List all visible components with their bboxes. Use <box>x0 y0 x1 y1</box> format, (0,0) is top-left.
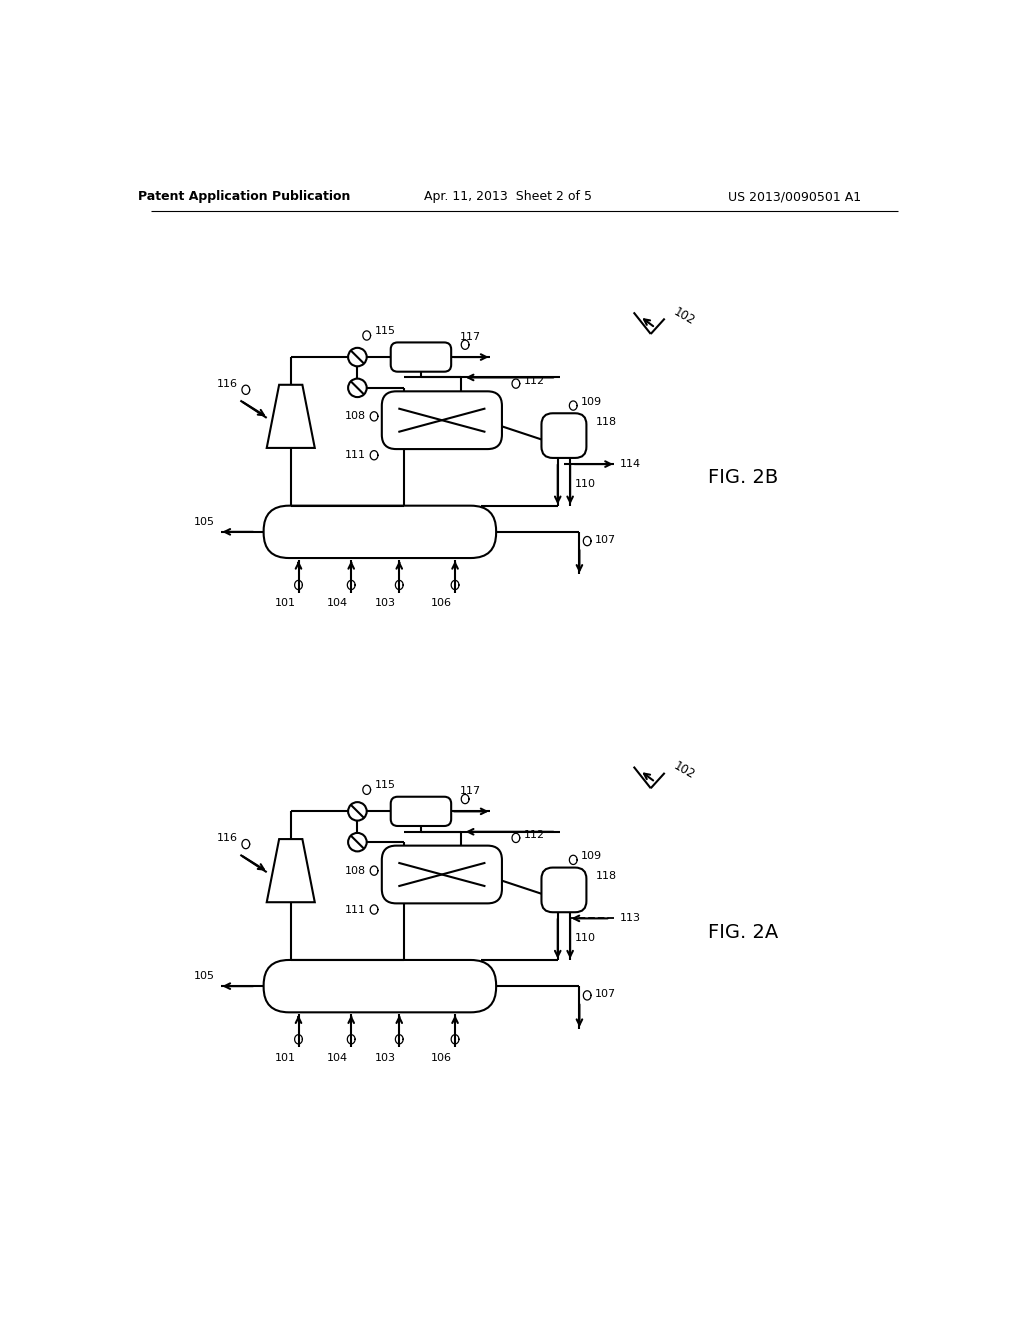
Text: 115: 115 <box>375 780 395 791</box>
Text: 104: 104 <box>327 598 348 609</box>
Text: 102: 102 <box>671 759 696 781</box>
Text: Apr. 11, 2013  Sheet 2 of 5: Apr. 11, 2013 Sheet 2 of 5 <box>424 190 592 203</box>
Text: 110: 110 <box>574 933 596 944</box>
Text: 107: 107 <box>595 535 616 545</box>
FancyBboxPatch shape <box>542 413 587 458</box>
Text: 115: 115 <box>375 326 395 335</box>
Circle shape <box>348 379 367 397</box>
Text: 108: 108 <box>345 866 367 875</box>
FancyBboxPatch shape <box>263 960 496 1012</box>
Text: 114: 114 <box>620 459 641 469</box>
Text: 116: 116 <box>217 379 238 388</box>
FancyBboxPatch shape <box>382 391 502 449</box>
FancyBboxPatch shape <box>391 797 452 826</box>
Text: 111: 111 <box>345 450 367 461</box>
FancyBboxPatch shape <box>542 867 587 912</box>
Circle shape <box>348 348 367 367</box>
Polygon shape <box>266 840 314 903</box>
Text: 107: 107 <box>595 989 616 999</box>
FancyBboxPatch shape <box>263 506 496 558</box>
Text: 111: 111 <box>345 904 367 915</box>
Text: 106: 106 <box>431 598 452 609</box>
FancyBboxPatch shape <box>382 846 502 903</box>
Text: 112: 112 <box>523 376 545 385</box>
Text: 118: 118 <box>596 417 616 426</box>
Text: 106: 106 <box>431 1053 452 1063</box>
Text: 101: 101 <box>274 1053 295 1063</box>
Circle shape <box>348 833 367 851</box>
Text: 116: 116 <box>217 833 238 843</box>
Text: 101: 101 <box>274 598 295 609</box>
Circle shape <box>348 803 367 821</box>
Text: FIG. 2B: FIG. 2B <box>708 469 778 487</box>
Polygon shape <box>266 385 314 447</box>
Text: 112: 112 <box>523 830 545 840</box>
Text: 102: 102 <box>671 305 696 327</box>
Text: 103: 103 <box>375 1053 396 1063</box>
Text: 104: 104 <box>327 1053 348 1063</box>
Text: 109: 109 <box>581 851 602 861</box>
Text: US 2013/0090501 A1: US 2013/0090501 A1 <box>728 190 861 203</box>
Text: Patent Application Publication: Patent Application Publication <box>138 190 350 203</box>
Text: 117: 117 <box>460 787 481 796</box>
Text: FIG. 2A: FIG. 2A <box>708 923 778 941</box>
Text: 103: 103 <box>375 598 396 609</box>
Text: 113: 113 <box>620 913 641 924</box>
Text: 117: 117 <box>460 333 481 342</box>
Text: 105: 105 <box>194 972 215 981</box>
Text: 118: 118 <box>596 871 616 880</box>
Text: 105: 105 <box>194 517 215 527</box>
Text: 108: 108 <box>345 412 367 421</box>
FancyBboxPatch shape <box>391 342 452 372</box>
Text: 110: 110 <box>574 479 596 490</box>
Text: 109: 109 <box>581 397 602 407</box>
